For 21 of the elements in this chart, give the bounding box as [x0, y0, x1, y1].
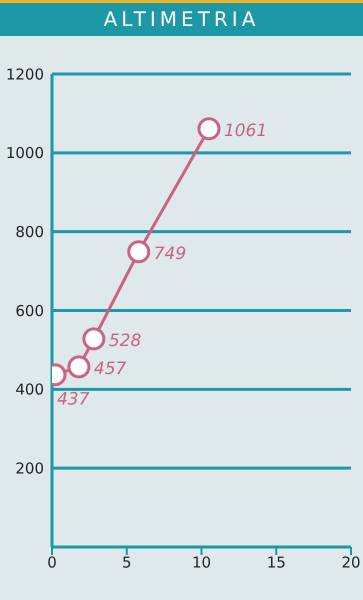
- x-tick-label: 10: [192, 554, 212, 572]
- data-label: 1061: [224, 120, 268, 141]
- y-tick-label: 400: [15, 380, 44, 399]
- x-tick-label: 20: [341, 554, 361, 572]
- point: [67, 355, 90, 378]
- chart-title: ALTIMETRIA: [0, 0, 363, 36]
- y-tick-label: 800: [15, 222, 44, 241]
- data-label: 437: [56, 390, 90, 410]
- y-tick-label: 1000: [6, 144, 44, 162]
- x-tick-label: 0: [47, 554, 57, 572]
- y-tick-label: 600: [15, 302, 44, 320]
- data-label: 528: [108, 330, 142, 351]
- point: [127, 240, 150, 264]
- y-tick-label: 1200: [6, 65, 44, 84]
- data-label: 749: [154, 244, 186, 264]
- point: [197, 117, 220, 140]
- x-tick-label: 15: [266, 554, 286, 572]
- point: [82, 327, 106, 350]
- data-label: 457: [94, 358, 127, 379]
- x-tick-label: 5: [122, 554, 132, 572]
- y-tick-label: 200: [15, 459, 44, 478]
